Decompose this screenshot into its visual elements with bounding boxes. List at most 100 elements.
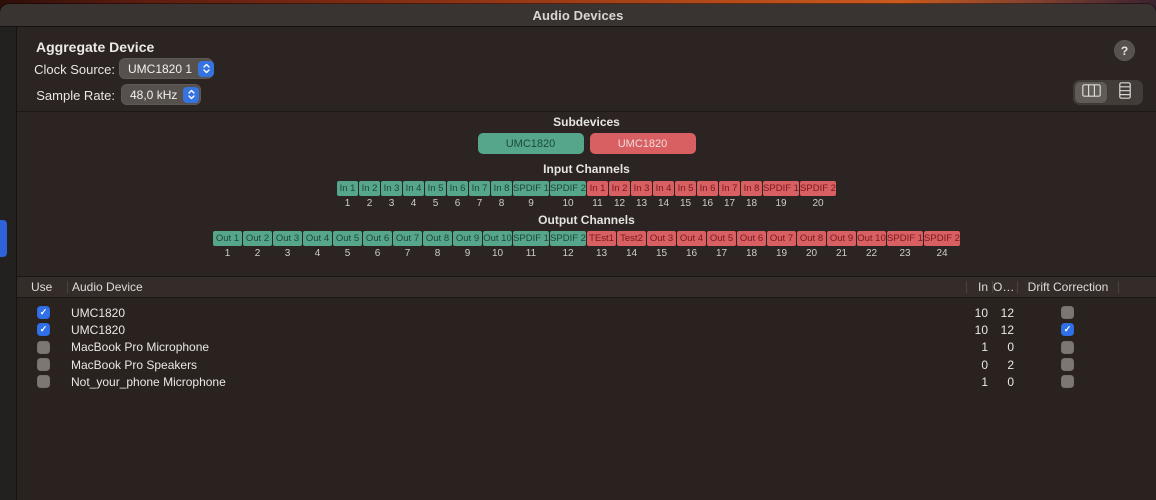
clock-source-dropdown[interactable]: UMC1820 1 — [119, 58, 215, 79]
channel-label: In 1 — [587, 181, 608, 196]
col-out-header: O… — [992, 281, 1017, 293]
sidebar-selected-item[interactable] — [0, 220, 7, 257]
device-table: Use Audio Device In O… Drift Correction … — [17, 276, 1156, 500]
channel-cell: Out 1 1 — [213, 231, 242, 260]
channel-number: 11 — [592, 198, 603, 209]
layout-segmented-control — [1073, 80, 1143, 105]
use-checkbox[interactable]: ✓ — [37, 323, 50, 337]
channel-cell: SPDIF 1 9 — [513, 181, 549, 210]
col-in-header: In — [966, 281, 992, 293]
channel-label: Out 2 — [243, 231, 272, 246]
window-titlebar[interactable]: Audio Devices — [0, 4, 1156, 27]
channel-cell: In 6 6 — [447, 181, 468, 210]
columns-layout-icon — [1081, 83, 1101, 102]
channel-cell: Out 9 21 — [827, 231, 856, 260]
channel-label: Out 5 — [333, 231, 362, 246]
channel-number: 16 — [701, 198, 714, 209]
channel-number: 6 — [374, 248, 381, 259]
channel-cell: Out 7 19 — [767, 231, 796, 260]
drift-checkbox[interactable]: ✓ — [1061, 323, 1074, 337]
channel-cell: Out 7 7 — [393, 231, 422, 260]
channel-number: 20 — [812, 198, 824, 209]
channel-label: Out 4 — [677, 231, 706, 246]
use-checkbox[interactable]: ✓ — [37, 306, 50, 320]
channel-number: 8 — [434, 248, 441, 259]
channel-label: Out 7 — [393, 231, 422, 246]
channel-cell: In 2 12 — [609, 181, 630, 210]
channel-cell: Out 5 5 — [333, 231, 362, 260]
columns-view-button[interactable] — [1075, 82, 1107, 103]
subdevice-pill[interactable]: UMC1820 — [589, 133, 696, 154]
drift-checkbox[interactable] — [1061, 340, 1074, 354]
chevron-up-down-icon — [198, 60, 215, 77]
channel-number: 19 — [775, 248, 788, 259]
use-checkbox[interactable] — [37, 340, 50, 354]
use-checkbox[interactable] — [37, 375, 50, 389]
channel-number: 17 — [715, 248, 728, 259]
use-checkbox[interactable] — [37, 358, 50, 372]
channel-number: 21 — [835, 248, 848, 259]
drift-checkbox[interactable] — [1061, 306, 1074, 320]
channel-cell: In 4 4 — [403, 181, 424, 210]
channel-label: In 6 — [447, 181, 468, 196]
channel-number: 20 — [805, 248, 818, 259]
channel-number: 1 — [344, 198, 351, 209]
out-count: 0 — [1007, 374, 1014, 389]
channel-number: 4 — [410, 198, 417, 209]
channel-number: 5 — [344, 248, 351, 259]
subdevice-pill[interactable]: UMC1820 — [477, 133, 584, 154]
channel-number: 7 — [476, 198, 483, 209]
channel-label: In 4 — [403, 181, 424, 196]
clock-source-value: UMC1820 1 — [128, 61, 193, 76]
channel-cell: In 1 1 — [337, 181, 358, 210]
chevron-up-down-icon — [183, 86, 200, 103]
drift-checkbox[interactable] — [1061, 375, 1074, 389]
channel-number: 1 — [224, 248, 231, 259]
table-row[interactable]: ✓ UMC1820 10 12 — [17, 304, 1156, 321]
channel-label: Out 9 — [453, 231, 482, 246]
channel-cell: SPDIF 2 10 — [550, 181, 586, 210]
channel-number: 11 — [525, 248, 537, 259]
use-cell: ✓ — [17, 323, 67, 337]
channel-cell: In 4 14 — [653, 181, 674, 210]
channel-cell: In 5 15 — [675, 181, 696, 210]
rows-view-button[interactable] — [1109, 81, 1141, 103]
aggregate-device-pane: Aggregate Device Clock Source: UMC1820 1… — [17, 27, 1156, 500]
help-button[interactable]: ? — [1114, 40, 1135, 61]
channel-cell: Out 3 3 — [273, 231, 302, 260]
channel-label: In 8 — [741, 181, 762, 196]
channel-label: In 6 — [697, 181, 718, 196]
channel-cell: SPDIF 1 11 — [513, 231, 549, 260]
channel-number: 17 — [723, 198, 736, 209]
channel-cell: In 3 13 — [631, 181, 652, 210]
channel-cell: In 8 8 — [491, 181, 512, 210]
channel-label: In 7 — [469, 181, 490, 196]
channel-cell: SPDIF 1 19 — [763, 181, 799, 210]
col-device-header: Audio Device — [67, 281, 966, 293]
out-count: 12 — [1000, 322, 1014, 337]
use-cell: ✓ — [17, 306, 67, 320]
out-count: 12 — [1000, 305, 1014, 320]
table-row[interactable]: Not_your_phone Microphone 1 0 — [17, 373, 1156, 390]
channel-cell: Out 2 2 — [243, 231, 272, 260]
channel-number: 13 — [595, 248, 608, 259]
drift-cell: ✓ — [1017, 323, 1118, 337]
channel-cell: Out 9 9 — [453, 231, 482, 260]
table-row[interactable]: MacBook Pro Speakers 0 2 — [17, 356, 1156, 373]
channel-cell: Out 4 16 — [677, 231, 706, 260]
channel-label: SPDIF 2 — [800, 181, 836, 196]
use-cell — [17, 358, 67, 372]
channel-cell: TEst1 13 — [587, 231, 616, 260]
table-row[interactable]: MacBook Pro Microphone 1 0 — [17, 339, 1156, 356]
channel-label: Out 8 — [423, 231, 452, 246]
channel-label: Out 5 — [707, 231, 736, 246]
table-row[interactable]: ✓ UMC1820 10 12 ✓ — [17, 321, 1156, 338]
channel-cell: Test2 14 — [617, 231, 646, 260]
col-drift-header: Drift Correction — [1017, 281, 1118, 293]
sample-rate-dropdown[interactable]: 48,0 kHz — [121, 84, 201, 105]
channel-cell: Out 6 18 — [737, 231, 766, 260]
channel-label: In 1 — [337, 181, 358, 196]
drift-checkbox[interactable] — [1061, 358, 1074, 372]
sample-rate-value: 48,0 kHz — [130, 87, 178, 102]
